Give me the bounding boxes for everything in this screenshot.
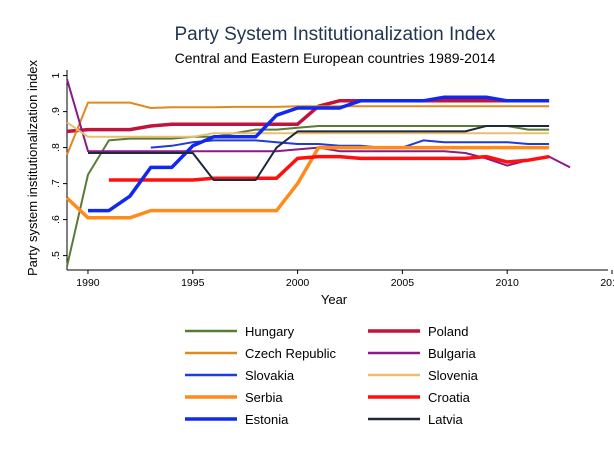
legend-item: Estonia [185,412,289,427]
y-tick-label: .6 [50,215,62,224]
x-axis-label: Year [321,292,348,307]
x-tick-label: 2005 [391,277,415,289]
legend-item: Serbia [185,390,283,405]
series-line-slovakia [150,139,550,149]
y-tick-label: .8 [50,143,62,152]
legend-label: Hungary [245,324,295,339]
legend-item: Latvia [368,412,463,427]
axes: 1990 1995 2000 2005 2010 2015 .5 .6 .7 .8 .9 1 [50,70,614,289]
y-tick-label: 1 [50,73,62,79]
x-tick-label: 2010 [496,277,520,289]
legend-item: Bulgaria [368,346,476,361]
legend-label: Slovenia [428,368,479,383]
legend-item: Czech Republic [185,346,337,361]
legend-label: Poland [428,324,468,339]
legend-label: Croatia [428,390,471,405]
legend-label: Bulgaria [428,346,476,361]
x-tick-label: 2015 [600,277,614,289]
y-axis-label: Party system institutionalization index [25,59,40,276]
chart-title: Party System Institutionalization Index [174,24,496,45]
legend-item: Hungary [185,324,295,339]
series-line-estonia [88,95,550,213]
y-tick-label: .9 [50,107,62,116]
chart-subtitle: Central and Eastern European countries 1… [175,50,496,66]
series-line-slovenia [66,121,550,138]
series-line-latvia [88,125,550,181]
legend-item: Slovenia [368,368,479,383]
legend-item: Croatia [368,390,471,405]
series-line-czech-republic [66,101,550,156]
x-tick-label: 1990 [76,277,100,289]
y-tick-label: .7 [50,179,62,188]
x-tick-label: 1995 [181,277,205,289]
series-line-poland [66,99,550,134]
series-layer [65,78,571,267]
legend-label: Latvia [428,412,463,427]
legend: Hungary Poland Czech Republic Bulgaria Slova… [185,324,479,427]
series-line-croatia [108,154,550,182]
series-line-serbia [65,145,550,220]
legend-label: Serbia [245,390,283,405]
x-tick-label: 2000 [286,277,310,289]
legend-label: Estonia [245,412,289,427]
legend-item: Slovakia [185,368,295,383]
series-line-bulgaria [66,78,571,169]
y-tick-label: .5 [50,251,62,260]
series-line-hungary [66,125,550,267]
legend-item: Poland [368,324,468,339]
legend-label: Slovakia [245,368,295,383]
legend-label: Czech Republic [245,346,337,361]
